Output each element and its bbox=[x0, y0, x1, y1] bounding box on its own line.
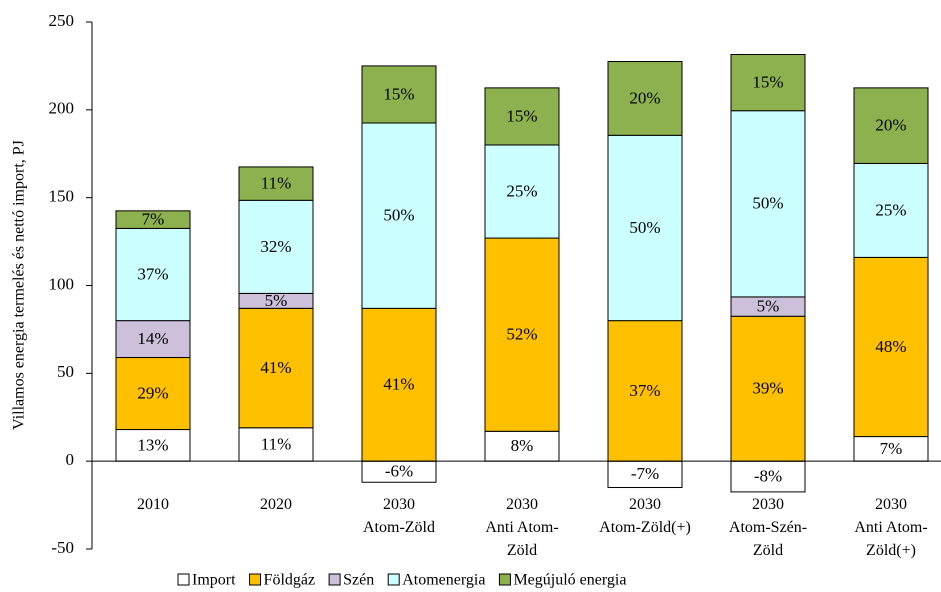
bar-segment bbox=[361, 307, 437, 462]
y-tick-label: 50 bbox=[57, 362, 74, 381]
share-label: 39% bbox=[752, 379, 783, 398]
legend-swatch bbox=[177, 573, 190, 586]
share-label: 37% bbox=[137, 264, 168, 283]
bar-segment bbox=[853, 256, 929, 438]
share-label: 20% bbox=[875, 116, 906, 135]
share-label: 15% bbox=[383, 84, 414, 103]
bar-segment bbox=[115, 357, 191, 431]
legend-label: Szén bbox=[343, 572, 374, 589]
share-label: 41% bbox=[260, 358, 291, 377]
y-tick-label: 200 bbox=[49, 99, 75, 118]
share-label: 11% bbox=[261, 174, 292, 193]
bar-segment bbox=[361, 65, 437, 124]
bar-segment bbox=[607, 61, 683, 136]
share-label: 11% bbox=[261, 434, 292, 453]
bar-segment bbox=[115, 227, 191, 322]
share-label: 5% bbox=[757, 296, 780, 315]
y-tick-label: -50 bbox=[51, 538, 74, 557]
legend-swatch bbox=[328, 573, 341, 586]
share-label: 52% bbox=[506, 325, 537, 344]
x-tick-label: 2030 Atom-Zöld bbox=[363, 496, 435, 536]
bar-segment bbox=[484, 87, 560, 146]
x-tick-label: 2030 Anti Atom-Zöld bbox=[485, 496, 558, 559]
bar-segment bbox=[238, 166, 314, 201]
y-tick-label: 250 bbox=[49, 11, 75, 30]
bar-segment bbox=[730, 53, 806, 112]
y-tick-label: 150 bbox=[49, 187, 75, 206]
share-label: -6% bbox=[385, 462, 413, 481]
share-label: 25% bbox=[506, 181, 537, 200]
share-label: -7% bbox=[631, 464, 659, 483]
legend-label: Földgáz bbox=[264, 572, 316, 589]
bar-segment bbox=[730, 460, 806, 493]
bar-segment bbox=[238, 427, 314, 462]
bar-segment bbox=[853, 436, 929, 462]
bar-segment bbox=[115, 210, 191, 229]
bar-segment bbox=[361, 122, 437, 309]
bar-segment bbox=[607, 134, 683, 322]
share-label: 41% bbox=[383, 375, 414, 394]
share-label: 50% bbox=[752, 194, 783, 213]
share-label: 25% bbox=[875, 200, 906, 219]
legend-label: Atomenergia bbox=[402, 572, 485, 589]
x-tick-label: 2020 bbox=[260, 496, 292, 513]
share-label: -8% bbox=[754, 466, 782, 485]
share-label: 50% bbox=[383, 206, 414, 225]
y-tick-label: 100 bbox=[49, 274, 75, 293]
share-label: 15% bbox=[752, 73, 783, 92]
legend-label: Megújuló energia bbox=[513, 572, 626, 589]
share-label: 13% bbox=[137, 435, 168, 454]
x-tick-label: 2030 Atom-Zöld(+) bbox=[599, 496, 691, 536]
bar-segment bbox=[115, 320, 191, 359]
bar-segment bbox=[730, 110, 806, 298]
share-label: 32% bbox=[260, 237, 291, 256]
legend-swatch bbox=[387, 573, 400, 586]
bar-segment bbox=[853, 87, 929, 164]
bar-segment bbox=[115, 429, 191, 462]
share-label: 5% bbox=[265, 291, 288, 310]
share-label: 15% bbox=[506, 106, 537, 125]
share-label: 14% bbox=[137, 329, 168, 348]
share-label: 37% bbox=[629, 381, 660, 400]
x-tick-label: 2030 Anti Atom-Zöld(+) bbox=[854, 496, 927, 559]
legend-swatch bbox=[498, 573, 511, 586]
share-label: 29% bbox=[137, 383, 168, 402]
share-label: 50% bbox=[629, 218, 660, 237]
share-label: 20% bbox=[629, 88, 660, 107]
bar-segment bbox=[238, 199, 314, 294]
legend-label: Import bbox=[192, 572, 236, 589]
y-axis-label: Villamos energia termelés és nettó impor… bbox=[11, 140, 28, 430]
x-tick-label: 2030 Atom-Szén-Zöld bbox=[729, 496, 807, 559]
share-label: 7% bbox=[880, 439, 903, 458]
share-label: 7% bbox=[142, 210, 165, 229]
x-tick-label: 2010 bbox=[137, 496, 169, 513]
share-label: 8% bbox=[511, 436, 534, 455]
y-tick-label: 0 bbox=[66, 450, 75, 469]
share-label: 48% bbox=[875, 337, 906, 356]
bar-segment bbox=[484, 144, 560, 239]
legend-swatch bbox=[249, 573, 262, 586]
